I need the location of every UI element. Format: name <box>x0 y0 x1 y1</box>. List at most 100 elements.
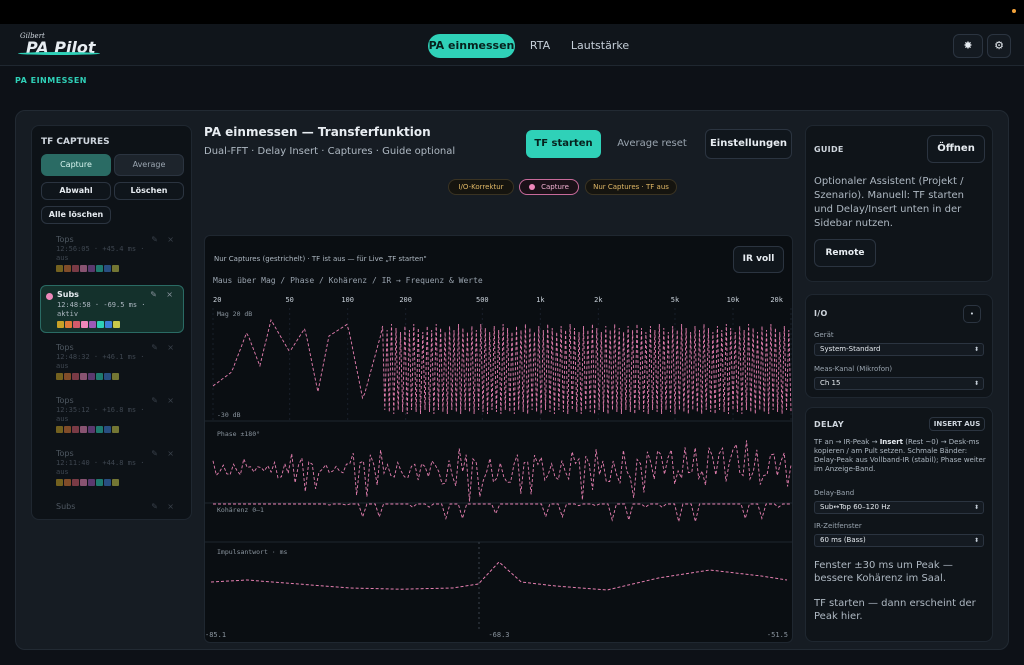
device-select[interactable]: System-Standard ⬍ <box>814 343 984 356</box>
color-swatch[interactable] <box>96 373 103 380</box>
capture-list-item[interactable]: Tops 12:11:40 · +44.8 ms · aus ✎ × <box>40 447 184 495</box>
color-swatch[interactable] <box>72 265 79 272</box>
capture-meta: 12:48:32 · +46.1 ms · aus <box>56 353 145 370</box>
pencil-icon[interactable]: ✎ <box>151 502 158 511</box>
color-swatch[interactable] <box>112 265 119 272</box>
color-swatch[interactable] <box>88 479 95 486</box>
color-swatch[interactable] <box>104 373 111 380</box>
transfer-function-plot[interactable]: 20 50 100 200 500 1k 2k 5k 10k 20k Mag 20 dB -30 dB… <box>204 235 793 643</box>
io-options-button[interactable]: • <box>963 305 981 323</box>
delete-all-button[interactable]: Alle löschen <box>41 206 111 224</box>
average-reset-button[interactable]: Average reset <box>617 138 687 149</box>
capture-color-swatches[interactable] <box>56 373 119 380</box>
color-swatch[interactable] <box>97 321 104 328</box>
settings-open-button[interactable]: Einstellungen <box>705 129 792 159</box>
app-logo[interactable]: Gilbert PA Pilot <box>16 32 106 58</box>
close-icon[interactable]: × <box>167 449 174 458</box>
close-icon[interactable]: × <box>166 290 173 299</box>
frequency-tick-label: 20k <box>770 296 783 304</box>
color-swatch[interactable] <box>56 265 63 272</box>
color-swatch[interactable] <box>72 479 79 486</box>
tab-pa-einmessen[interactable]: PA einmessen <box>428 34 515 58</box>
insert-toggle-button[interactable]: INSERT AUS <box>929 417 985 431</box>
tab-lautstaerke[interactable]: Lautstärke <box>570 39 630 52</box>
remote-button[interactable]: Remote <box>814 239 876 267</box>
tab-rta[interactable]: RTA <box>529 39 551 52</box>
capture-color-swatches[interactable] <box>56 479 119 486</box>
pencil-icon[interactable]: ✎ <box>151 449 158 458</box>
frequency-tick-label: 500 <box>476 296 489 304</box>
color-swatch[interactable] <box>81 321 88 328</box>
plot-note: Nur Captures (gestrichelt) · TF ist aus … <box>214 255 427 263</box>
color-swatch[interactable] <box>64 265 71 272</box>
color-swatch[interactable] <box>89 321 96 328</box>
section-title: PA EINMESSEN <box>15 76 87 85</box>
color-swatch[interactable] <box>104 479 111 486</box>
captures-only-chip[interactable]: Nur Captures · TF aus <box>585 179 677 195</box>
color-swatch[interactable] <box>112 373 119 380</box>
color-swatch[interactable] <box>80 265 87 272</box>
capture-chip[interactable]: Capture <box>519 179 579 195</box>
color-swatch[interactable] <box>56 373 63 380</box>
capture-color-swatches[interactable] <box>56 265 119 272</box>
color-swatch[interactable] <box>112 479 119 486</box>
color-swatch[interactable] <box>88 426 95 433</box>
color-swatch[interactable] <box>64 479 71 486</box>
guide-open-button[interactable]: Öffnen <box>927 135 985 163</box>
delay-hint-window: Fenster ±30 ms um Peak — bessere Kohären… <box>814 560 953 584</box>
close-icon[interactable]: × <box>167 502 174 511</box>
color-swatch[interactable] <box>72 373 79 380</box>
device-label: Gerät <box>814 331 834 339</box>
frequency-tick-label: 10k <box>727 296 740 304</box>
color-swatch[interactable] <box>80 373 87 380</box>
color-swatch[interactable] <box>96 265 103 272</box>
close-icon[interactable]: × <box>167 343 174 352</box>
color-swatch[interactable] <box>88 373 95 380</box>
delay-hint-peak: TF starten — dann erscheint der Peak hie… <box>814 598 976 622</box>
capture-list-item[interactable]: Subs ✎ × <box>40 500 184 519</box>
color-swatch[interactable] <box>88 265 95 272</box>
color-swatch[interactable] <box>72 426 79 433</box>
color-swatch[interactable] <box>80 479 87 486</box>
deselect-button[interactable]: Abwahl <box>41 182 111 200</box>
capture-mode-button[interactable]: Capture <box>41 154 111 176</box>
color-swatch[interactable] <box>104 265 111 272</box>
close-icon[interactable]: × <box>167 235 174 244</box>
capture-color-swatches[interactable] <box>56 426 119 433</box>
color-swatch[interactable] <box>96 479 103 486</box>
color-swatch[interactable] <box>112 426 119 433</box>
channel-select[interactable]: Ch 15 ⬍ <box>814 377 984 390</box>
io-correction-chip[interactable]: I/O-Korrektur <box>448 179 514 195</box>
ir-full-button[interactable]: IR voll <box>733 246 784 273</box>
pencil-icon[interactable]: ✎ <box>151 343 158 352</box>
theme-toggle-button[interactable]: ✸ <box>953 34 983 58</box>
capture-list-item[interactable]: Tops 12:35:12 · +16.8 ms · aus ✎ × <box>40 394 184 442</box>
average-mode-button[interactable]: Average <box>114 154 184 176</box>
color-swatch[interactable] <box>57 321 64 328</box>
ir-window-select[interactable]: 60 ms (Bass) ⬍ <box>814 534 984 547</box>
color-swatch[interactable] <box>105 321 112 328</box>
color-swatch[interactable] <box>64 373 71 380</box>
capture-color-swatches[interactable] <box>57 321 120 328</box>
capture-list-item[interactable]: Subs 12:48:58 · -69.5 ms · aktiv ✎ × <box>40 285 184 333</box>
close-icon[interactable]: × <box>167 396 174 405</box>
pencil-icon[interactable]: ✎ <box>151 396 158 405</box>
color-swatch[interactable] <box>80 426 87 433</box>
color-swatch[interactable] <box>104 426 111 433</box>
delay-band-select[interactable]: Sub↔Top 60–120 Hz ⬍ <box>814 501 984 514</box>
color-swatch[interactable] <box>73 321 80 328</box>
settings-button[interactable]: ⚙ <box>987 34 1011 58</box>
color-swatch[interactable] <box>56 426 63 433</box>
delete-button[interactable]: Löschen <box>114 182 184 200</box>
color-swatch[interactable] <box>113 321 120 328</box>
color-swatch[interactable] <box>56 479 63 486</box>
color-swatch[interactable] <box>64 426 71 433</box>
pencil-icon[interactable]: ✎ <box>150 290 157 299</box>
pencil-icon[interactable]: ✎ <box>151 235 158 244</box>
plot-canvas[interactable]: 20 50 100 200 500 1k 2k 5k 10k 20k Mag 20 dB -30 dB… <box>205 236 793 643</box>
color-swatch[interactable] <box>96 426 103 433</box>
capture-list-item[interactable]: Tops 12:48:32 · +46.1 ms · aus ✎ × <box>40 341 184 389</box>
tf-start-button[interactable]: TF starten <box>526 130 601 158</box>
color-swatch[interactable] <box>65 321 72 328</box>
capture-list-item[interactable]: Tops 12:56:05 · +45.4 ms · aus ✎ × <box>40 233 184 281</box>
